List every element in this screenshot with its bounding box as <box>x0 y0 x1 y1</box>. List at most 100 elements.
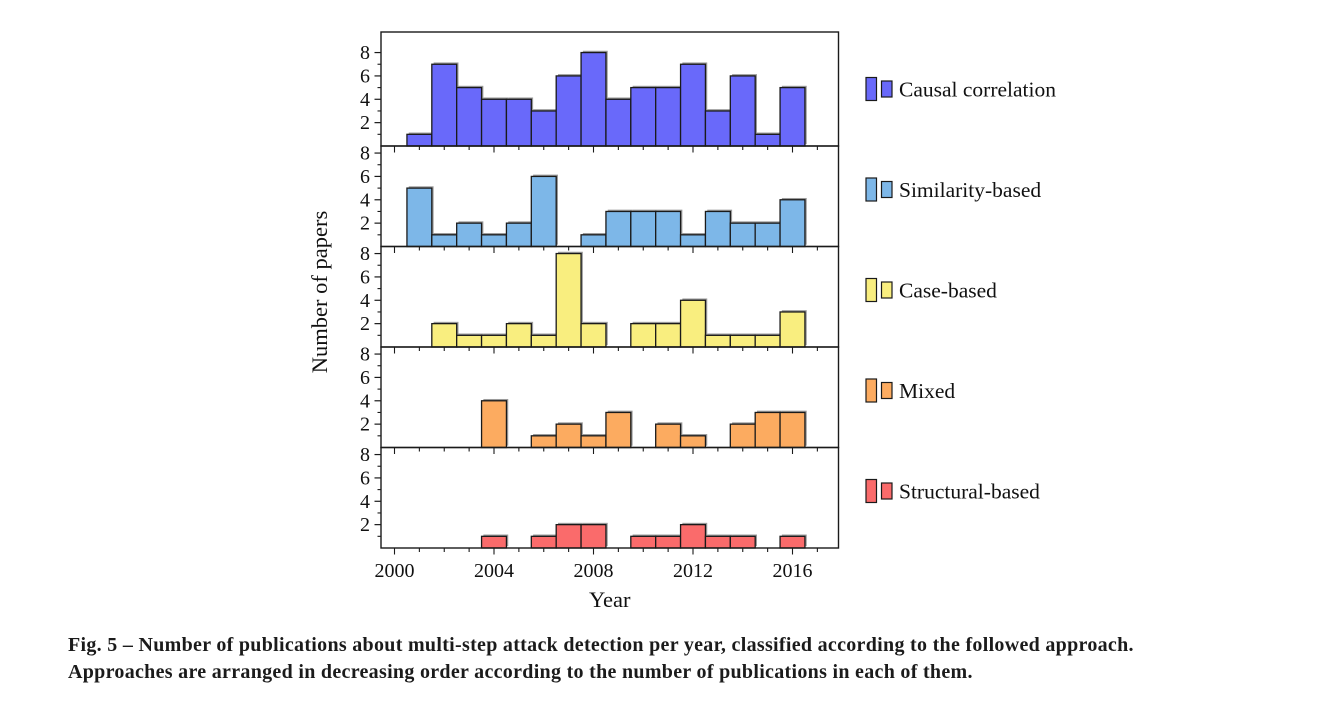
legend-swatch-tall-bar-icon <box>865 277 878 303</box>
bar-causal-correlation-2006 <box>530 110 557 147</box>
y-tick-label-6: 6 <box>360 166 370 188</box>
bar-mixed-2004 <box>480 400 508 449</box>
bar-structural-based-2004 <box>480 535 508 549</box>
y-tick-label-4: 4 <box>360 89 370 111</box>
y-tick-label-8: 8 <box>360 243 370 265</box>
legend-label-mixed: Mixed <box>899 379 955 403</box>
legend-swatch-tall-bar-icon <box>865 177 878 202</box>
x-tick-label-2012: 2012 <box>673 560 713 582</box>
x-axis-label: Year <box>589 587 631 612</box>
bar-causal-correlation-2013 <box>704 110 731 147</box>
bar-structural-based-2014 <box>729 535 756 549</box>
bar-similarity-based-2003 <box>456 222 483 248</box>
y-tick-label-6: 6 <box>360 65 370 87</box>
y-tick-label-2: 2 <box>360 213 370 235</box>
bar-case-based-2005 <box>505 322 532 348</box>
bar-mixed-2007 <box>555 423 582 449</box>
y-tick-label-4: 4 <box>360 491 370 513</box>
y-tick-label-8: 8 <box>360 344 370 366</box>
bar-case-based-2003 <box>456 334 483 348</box>
bar-structural-based-2008 <box>580 523 607 549</box>
y-tick-label-2: 2 <box>360 112 370 134</box>
bar-mixed-2006 <box>530 435 557 449</box>
bar-causal-correlation-2007 <box>555 75 582 147</box>
bar-case-based-2007 <box>555 252 582 348</box>
bar-similarity-based-2014 <box>729 222 756 248</box>
bar-causal-correlation-2008 <box>580 51 607 147</box>
figure-caption: Fig. 5 – Number of publications about mu… <box>68 632 1318 685</box>
bar-similarity-based-2001 <box>406 187 433 248</box>
bar-similarity-based-2009 <box>605 210 632 248</box>
bar-case-based-2010 <box>630 322 657 348</box>
legend-swatch-short-bar-icon <box>880 281 893 299</box>
bar-mixed-2015 <box>754 411 781 449</box>
legend-swatch-tall-bar-icon <box>865 76 878 102</box>
y-tick-label-8: 8 <box>360 42 370 64</box>
legend-entry-case-based: Case-based <box>865 277 997 303</box>
bar-mixed-2014 <box>729 423 756 449</box>
y-tick-label-2: 2 <box>360 313 370 335</box>
legend-swatch-short-bar-icon <box>880 180 893 199</box>
bar-similarity-based-2002 <box>431 234 458 248</box>
bar-mixed-2016 <box>779 411 806 449</box>
legend-label-case-based: Case-based <box>899 279 997 303</box>
bar-causal-correlation-2010 <box>630 86 657 147</box>
y-tick-label-2: 2 <box>360 414 370 436</box>
bar-case-based-2006 <box>530 334 557 348</box>
y-tick-label-6: 6 <box>360 266 370 288</box>
bar-case-based-2004 <box>480 334 508 348</box>
bar-similarity-based-2012 <box>679 234 707 248</box>
bar-mixed-2011 <box>655 423 682 449</box>
bar-structural-based-2007 <box>555 523 582 549</box>
bar-structural-based-2011 <box>655 535 682 549</box>
y-tick-label-6: 6 <box>360 467 370 489</box>
bar-structural-based-2012 <box>679 523 707 549</box>
bar-causal-correlation-2014 <box>729 75 756 147</box>
y-tick-label-8: 8 <box>360 143 370 165</box>
x-tick-label-2016: 2016 <box>773 560 813 582</box>
bar-case-based-2014 <box>729 334 756 348</box>
legend-swatch-short-bar-icon <box>880 381 893 400</box>
x-tick-label-2008: 2008 <box>574 560 614 582</box>
y-axis-label: Number of papers <box>307 211 332 373</box>
y-tick-label-4: 4 <box>360 189 370 211</box>
bar-causal-correlation-2011 <box>655 86 682 147</box>
bar-mixed-2008 <box>580 435 607 449</box>
bar-causal-correlation-2003 <box>456 86 483 147</box>
x-tick-label-2000: 2000 <box>375 560 415 582</box>
bar-causal-correlation-2015 <box>754 133 781 147</box>
y-tick-label-6: 6 <box>360 367 370 389</box>
bar-causal-correlation-2012 <box>679 63 707 147</box>
bar-structural-based-2010 <box>630 535 657 549</box>
bar-causal-correlation-2009 <box>605 98 632 147</box>
bar-causal-correlation-2001 <box>406 133 433 147</box>
legend-label-similarity-based: Similarity-based <box>899 178 1041 202</box>
caption-line-1: Fig. 5 – Number of publications about mu… <box>68 634 1134 656</box>
bar-mixed-2009 <box>605 411 632 449</box>
x-tick-label-2004: 2004 <box>474 560 514 582</box>
y-tick-label-2: 2 <box>360 514 370 536</box>
bar-case-based-2008 <box>580 322 607 348</box>
bar-similarity-based-2006 <box>530 175 557 248</box>
bar-similarity-based-2013 <box>704 210 731 248</box>
legend-swatch-short-bar-icon <box>880 482 893 500</box>
bar-similarity-based-2015 <box>754 222 781 248</box>
bar-structural-based-2006 <box>530 535 557 549</box>
y-tick-label-8: 8 <box>360 444 370 466</box>
caption-line-2: Approaches are arranged in decreasing or… <box>68 660 973 683</box>
legend-entry-similarity-based: Similarity-based <box>865 177 1041 202</box>
bar-case-based-2015 <box>754 334 781 348</box>
legend-label-causal-correlation: Causal correlation <box>899 78 1056 102</box>
bar-structural-based-2016 <box>779 535 806 549</box>
bar-case-based-2016 <box>779 311 806 348</box>
bar-causal-correlation-2005 <box>505 98 532 147</box>
bar-case-based-2012 <box>679 299 707 348</box>
y-tick-label-4: 4 <box>360 390 370 412</box>
legend-swatch-short-bar-icon <box>880 80 893 98</box>
